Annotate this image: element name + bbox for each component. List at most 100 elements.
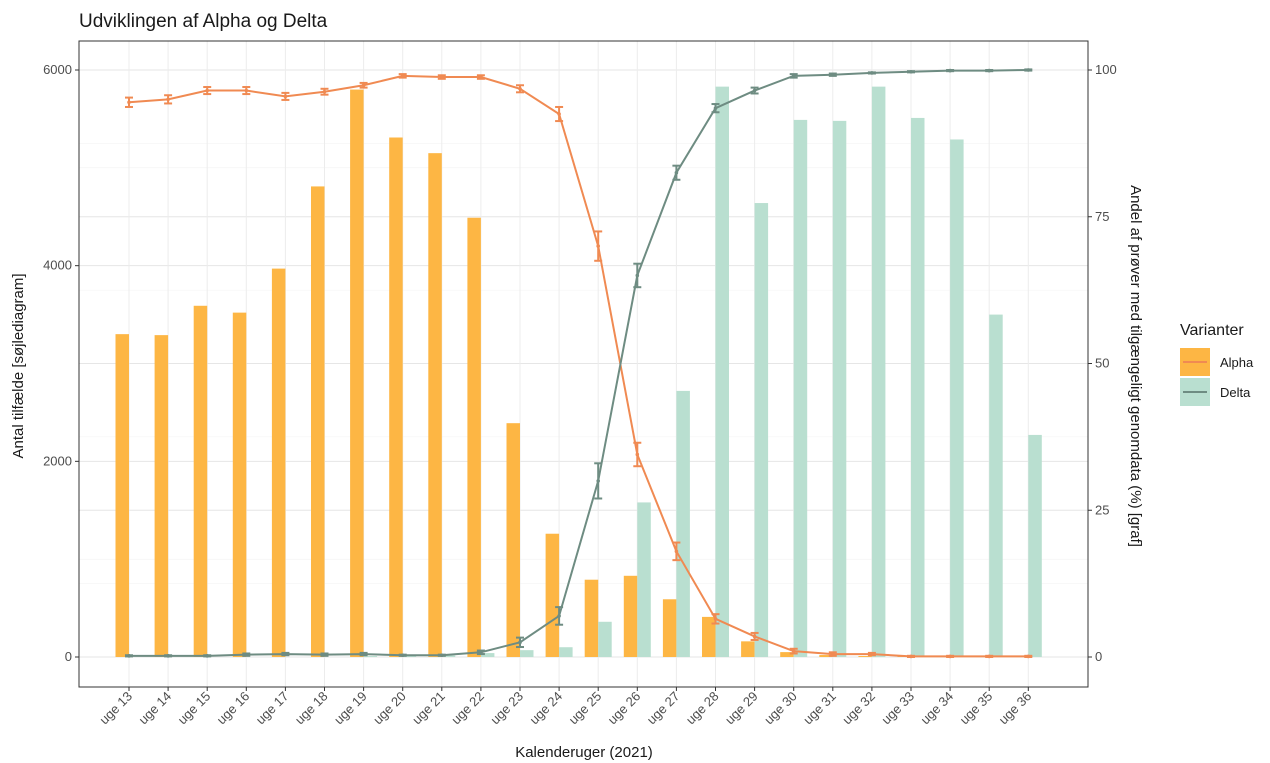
point-alpha	[283, 94, 288, 99]
point-delta	[987, 68, 991, 73]
legend-label-delta: Delta	[1220, 385, 1251, 400]
point-delta	[166, 654, 170, 658]
y-right-tick-label: 0	[1095, 649, 1102, 664]
legend-label-alpha: Alpha	[1220, 355, 1254, 370]
point-alpha	[635, 452, 640, 457]
x-tick-label: uge 25	[566, 689, 605, 728]
bar-delta	[598, 621, 612, 657]
point-delta	[361, 652, 366, 656]
x-tick-label: uge 16	[214, 689, 253, 728]
x-tick-label: uge 33	[878, 689, 917, 728]
y-left-tick-label: 4000	[43, 258, 72, 273]
point-alpha	[909, 654, 913, 659]
bar-alpha	[350, 89, 364, 658]
bar-alpha	[623, 575, 638, 657]
point-delta	[791, 74, 796, 78]
x-tick-label: uge 15	[175, 689, 214, 728]
x-tick-label: uge 17	[253, 689, 292, 728]
x-tick-label: uge 27	[644, 689, 683, 728]
legend-title: Varianter	[1180, 322, 1244, 339]
x-tick-label: uge 30	[761, 689, 800, 728]
y-right-tick-label: 25	[1095, 502, 1109, 517]
bar-alpha	[506, 423, 520, 657]
x-tick-label: uge 13	[96, 689, 135, 728]
line-delta	[129, 69, 1029, 657]
bar-delta	[441, 655, 456, 657]
y-left-tick-label: 2000	[43, 453, 72, 468]
bar-delta	[911, 117, 925, 657]
plot-panel	[79, 41, 1088, 687]
point-delta	[674, 170, 679, 175]
bar-alpha	[662, 599, 677, 657]
x-tick-label: uge 34	[917, 689, 956, 728]
point-delta	[127, 654, 131, 658]
y-axis-right-title: Andel af prøver med tilgængeligt genomda…	[1127, 185, 1144, 547]
point-alpha	[1026, 654, 1031, 659]
point-alpha	[400, 74, 405, 78]
point-alpha	[713, 617, 718, 621]
point-alpha	[322, 89, 327, 94]
x-tick-label: uge 31	[800, 689, 839, 728]
bar-alpha	[193, 305, 208, 657]
point-delta	[596, 479, 600, 483]
x-axis-title: Kalenderuger (2021)	[515, 744, 653, 761]
point-alpha	[205, 88, 209, 93]
bar-delta	[793, 119, 808, 657]
y-right-tick-label: 75	[1095, 209, 1109, 224]
point-delta	[557, 614, 561, 618]
bar-delta	[871, 86, 886, 658]
point-delta	[870, 71, 874, 75]
bar-alpha	[741, 641, 755, 657]
point-delta	[440, 653, 444, 658]
x-tick-label: uge 24	[526, 689, 565, 728]
point-delta	[831, 72, 835, 77]
x-tick-label: uge 26	[605, 689, 644, 728]
y-left-tick-label: 6000	[43, 62, 72, 77]
x-tick-label: uge 18	[292, 689, 331, 728]
bar-delta	[480, 653, 495, 657]
bar-delta	[559, 647, 573, 657]
point-alpha	[440, 75, 444, 79]
point-alpha	[987, 654, 991, 659]
point-alpha	[831, 652, 835, 656]
legend: Varianter Alpha Delta	[1180, 322, 1254, 406]
y-axis-left-title: Antal tilfælde [søjlediagram]	[10, 273, 27, 458]
x-tick-label: uge 19	[331, 689, 370, 728]
point-delta	[283, 652, 288, 656]
bar-alpha	[858, 656, 872, 657]
x-tick-label: uge 20	[370, 689, 409, 728]
bar-delta	[520, 650, 534, 657]
bar-alpha	[115, 334, 129, 657]
point-delta	[635, 273, 640, 278]
bar-delta	[950, 139, 964, 657]
point-alpha	[127, 100, 131, 105]
point-alpha	[557, 112, 561, 116]
chart-title: Udviklingen af Alpha og Delta	[79, 11, 328, 32]
point-delta	[518, 640, 522, 645]
bar-alpha	[780, 652, 794, 657]
y-right-tick-label: 100	[1095, 62, 1117, 77]
x-tick-label: uge 22	[448, 689, 487, 728]
bar-delta	[363, 656, 378, 657]
x-tick-label: uge 36	[996, 689, 1035, 728]
point-delta	[948, 68, 952, 73]
point-alpha	[244, 88, 249, 93]
bar-delta	[1028, 434, 1042, 657]
point-alpha	[870, 652, 874, 656]
point-alpha	[674, 549, 679, 554]
point-alpha	[948, 654, 952, 659]
y-left-tick-label: 0	[65, 649, 72, 664]
bar-alpha	[428, 153, 442, 658]
point-delta	[400, 653, 405, 658]
point-delta	[322, 652, 327, 657]
y-right-tick-label: 50	[1095, 356, 1109, 371]
point-alpha	[166, 97, 170, 102]
point-delta	[713, 106, 718, 110]
point-alpha	[361, 83, 366, 88]
bar-alpha	[311, 186, 325, 657]
bar-alpha	[545, 533, 560, 657]
bar-delta	[676, 390, 690, 657]
bar-delta	[754, 203, 769, 657]
